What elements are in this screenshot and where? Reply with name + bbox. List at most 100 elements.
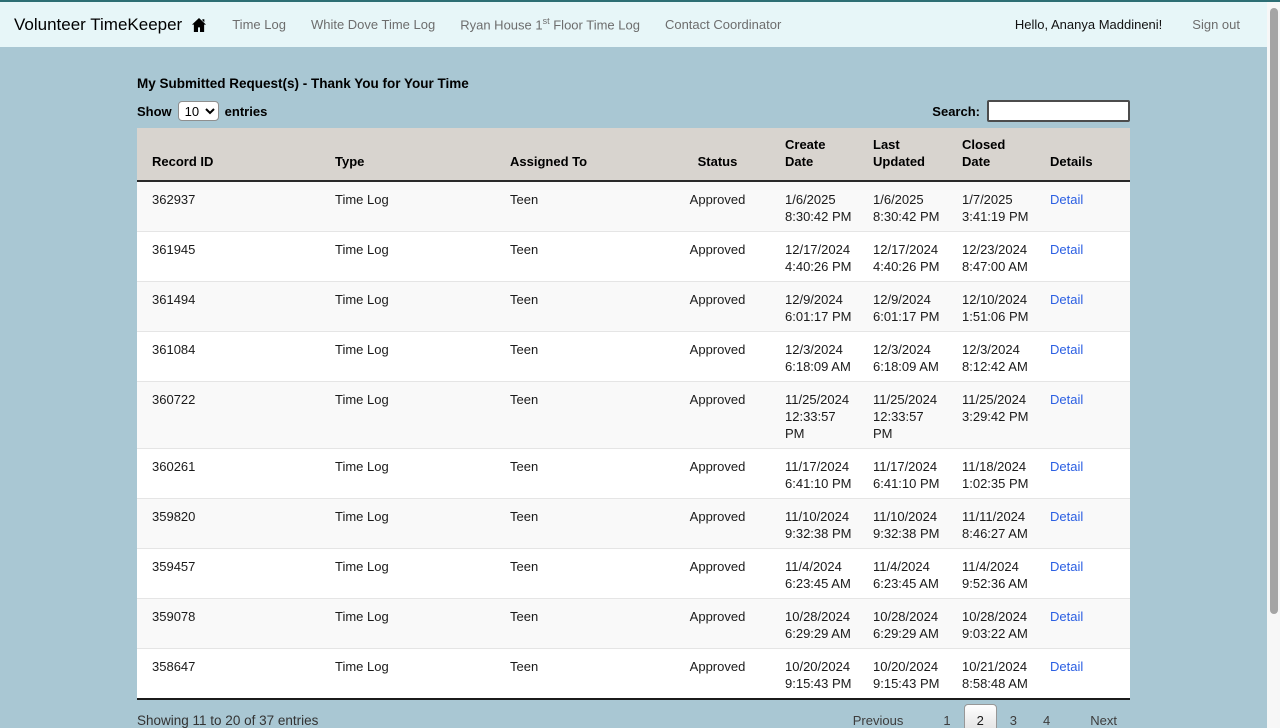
- cell-assigned-to: Teen: [510, 559, 539, 574]
- page-button-2-active[interactable]: 2: [963, 704, 997, 728]
- nav-link-time-log[interactable]: Time Log: [232, 16, 286, 32]
- cell-last-updated: 1/6/2025 8:30:42 PM: [873, 192, 940, 224]
- table-row: 361945 Time Log Teen Approved 12/17/2024 4:40…: [137, 231, 1130, 282]
- cell-type: Time Log: [335, 292, 389, 307]
- cell-create-date: 1/6/2025 8:30:42 PM: [785, 192, 852, 224]
- cell-closed-date: 11/18/2024 1:02:35 PM: [962, 459, 1029, 491]
- cell-type: Time Log: [335, 459, 389, 474]
- cell-record-id: 359078: [152, 609, 196, 624]
- nav-link-white-dove-time-log[interactable]: White Dove Time Log: [310, 16, 436, 32]
- col-header-type[interactable]: Type: [320, 128, 495, 182]
- cell-record-id: 362937: [152, 192, 196, 207]
- detail-link[interactable]: Detail: [1050, 392, 1084, 407]
- page-button-4[interactable]: 4: [1043, 713, 1051, 728]
- nav-link-ryan-house-time-log[interactable]: Ryan House 1st Floor Time Log: [460, 16, 640, 32]
- cell-record-id: 360261: [152, 459, 196, 474]
- cell-details: Detail: [1035, 232, 1130, 282]
- cell-details: Detail: [1035, 549, 1130, 599]
- detail-link[interactable]: Detail: [1050, 509, 1084, 524]
- col-header-details[interactable]: Details: [1035, 128, 1130, 182]
- cell-closed-date: 10/21/2024 8:58:48 AM: [962, 659, 1028, 691]
- cell-assigned-to: Teen: [510, 609, 539, 624]
- col-header-last-updated[interactable]: Last Updated: [858, 128, 947, 182]
- cell-last-updated: 11/25/2024 12:33:57 PM: [873, 392, 938, 441]
- next-page-button[interactable]: Next: [1090, 713, 1117, 728]
- cell-status: Approved: [689, 392, 746, 407]
- scrollbar-track[interactable]: [1267, 2, 1280, 728]
- detail-link[interactable]: Detail: [1050, 559, 1084, 574]
- cell-record-id: 361084: [152, 342, 196, 357]
- detail-link[interactable]: Detail: [1050, 192, 1084, 207]
- cell-assigned-to: Teen: [510, 192, 539, 207]
- detail-link[interactable]: Detail: [1050, 659, 1084, 674]
- col-header-record-id[interactable]: Record ID: [137, 128, 320, 182]
- cell-create-date: 11/25/2024 12:33:57 PM: [785, 392, 850, 441]
- entries-label: entries: [224, 103, 268, 119]
- show-label: Show: [137, 103, 172, 119]
- cell-type: Time Log: [335, 392, 389, 407]
- cell-closed-date: 12/10/2024 1:51:06 PM: [962, 292, 1029, 324]
- cell-create-date: 11/17/2024 6:41:10 PM: [785, 459, 852, 491]
- cell-type: Time Log: [335, 192, 389, 207]
- previous-page-button[interactable]: Previous: [852, 713, 904, 728]
- cell-create-date: 12/17/2024 4:40:26 PM: [785, 242, 852, 274]
- brand-title: Volunteer TimeKeeper: [14, 14, 183, 34]
- cell-type: Time Log: [335, 509, 389, 524]
- detail-link[interactable]: Detail: [1050, 459, 1084, 474]
- cell-last-updated: 12/17/2024 4:40:26 PM: [873, 242, 940, 274]
- cell-last-updated: 11/4/2024 6:23:45 AM: [873, 559, 939, 591]
- col-header-assigned-to[interactable]: Assigned To: [495, 128, 675, 182]
- search-label: Search:: [932, 103, 980, 119]
- nav-link-ryan-post: Floor Time Log: [549, 17, 640, 33]
- cell-assigned-to: Teen: [510, 459, 539, 474]
- cell-details: Detail: [1035, 332, 1130, 382]
- page-button-3[interactable]: 3: [1009, 713, 1018, 728]
- cell-assigned-to: Teen: [510, 342, 539, 357]
- cell-last-updated: 12/3/2024 6:18:09 AM: [873, 342, 939, 374]
- cell-closed-date: 11/4/2024 9:52:36 AM: [962, 559, 1028, 591]
- col-header-closed-date[interactable]: Closed Date: [947, 128, 1035, 182]
- cell-type: Time Log: [335, 659, 389, 674]
- detail-link[interactable]: Detail: [1050, 342, 1084, 357]
- detail-link[interactable]: Detail: [1050, 242, 1084, 257]
- nav-link-contact-coordinator[interactable]: Contact Coordinator: [664, 16, 782, 32]
- cell-last-updated: 12/9/2024 6:01:17 PM: [873, 292, 940, 324]
- search-input[interactable]: [987, 100, 1130, 122]
- cell-status: Approved: [689, 342, 746, 357]
- detail-link[interactable]: Detail: [1050, 609, 1084, 624]
- cell-details: Detail: [1035, 449, 1130, 499]
- col-header-status[interactable]: Status: [675, 128, 770, 182]
- cell-details: Detail: [1035, 181, 1130, 232]
- cell-status: Approved: [689, 559, 746, 574]
- nav-links: Time Log White Dove Time Log Ryan House …: [232, 16, 781, 32]
- cell-closed-date: 1/7/2025 3:41:19 PM: [962, 192, 1029, 224]
- cell-record-id: 359820: [152, 509, 196, 524]
- entries-select[interactable]: 10: [177, 101, 219, 121]
- cell-status: Approved: [689, 459, 746, 474]
- cell-type: Time Log: [335, 342, 389, 357]
- sign-out-link[interactable]: Sign out: [1192, 17, 1240, 32]
- cell-assigned-to: Teen: [510, 509, 539, 524]
- home-icon[interactable]: [190, 16, 208, 34]
- cell-closed-date: 12/23/2024 8:47:00 AM: [962, 242, 1028, 274]
- cell-details: Detail: [1035, 282, 1130, 332]
- cell-type: Time Log: [335, 242, 389, 257]
- cell-create-date: 12/3/2024 6:18:09 AM: [785, 342, 851, 374]
- table-row: 360261 Time Log Teen Approved 11/17/2024 6:41…: [137, 448, 1130, 499]
- cell-record-id: 358647: [152, 659, 196, 674]
- detail-link[interactable]: Detail: [1050, 292, 1084, 307]
- cell-assigned-to: Teen: [510, 392, 539, 407]
- page-title: My Submitted Request(s) - Thank You for …: [137, 76, 469, 91]
- search-control: Search:: [932, 100, 1130, 122]
- table-row: 362937 Time Log Teen Approved 1/6/2025 8:30:4…: [137, 181, 1130, 232]
- cell-status: Approved: [689, 192, 746, 207]
- col-header-create-date[interactable]: Create Date: [770, 128, 858, 182]
- cell-create-date: 10/28/2024 6:29:29 AM: [785, 609, 851, 641]
- table-row: 361494 Time Log Teen Approved 12/9/2024 6:01:…: [137, 281, 1130, 332]
- cell-record-id: 361945: [152, 242, 196, 257]
- cell-status: Approved: [689, 509, 746, 524]
- page-button-1[interactable]: 1: [943, 713, 951, 728]
- scrollbar-thumb[interactable]: [1269, 8, 1278, 614]
- cell-last-updated: 11/17/2024 6:41:10 PM: [873, 459, 940, 491]
- brand[interactable]: Volunteer TimeKeeper: [14, 15, 208, 35]
